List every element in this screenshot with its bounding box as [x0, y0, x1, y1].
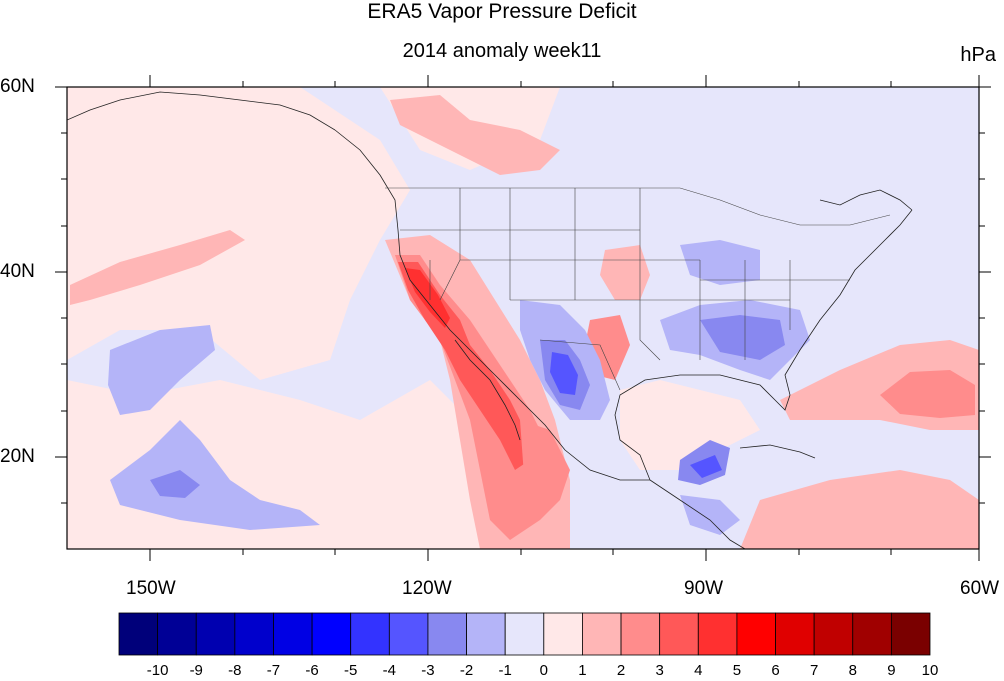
colorbar-label: 5: [732, 662, 742, 679]
coastlines: [67, 91, 913, 549]
colorbar-swatch: [195, 612, 236, 656]
colorbar-swatch: [813, 612, 854, 656]
colorbar-label: 4: [694, 662, 703, 679]
map-plot-area: [67, 87, 979, 549]
colorbar-label: -1: [498, 662, 512, 679]
colorbar-swatch: [736, 612, 776, 656]
anomaly-positive-mexico: [520, 420, 570, 520]
chart-title: ERA5 Vapor Pressure Deficit: [367, 0, 637, 23]
coastline-central-america: [649, 479, 746, 549]
anomaly-positive-california-core: [398, 262, 530, 470]
x-tick-90W: 90W: [684, 578, 724, 599]
anomaly-positive-california-peak: [405, 268, 450, 328]
colorbar-label: -7: [266, 662, 281, 679]
anomaly-negative-southwest-peak: [550, 352, 578, 395]
anomaly-field: [67, 87, 979, 549]
colorbar-label: 2: [616, 662, 626, 679]
colorbar-label: -2: [459, 662, 474, 679]
colorbar-swatch: [620, 612, 661, 656]
colorbar-label: -10: [146, 662, 169, 679]
colorbar-label: 3: [655, 662, 664, 679]
colorbar-label: -8: [228, 662, 242, 679]
coastline-gulf: [614, 209, 913, 481]
y-tick-60N: 60N: [0, 76, 35, 97]
axis-ticks: [55, 75, 991, 561]
anomaly-positive-pacific: [67, 87, 410, 380]
colorbar-label: -4: [382, 662, 396, 679]
units-label: hPa: [960, 44, 996, 66]
x-tick-60W: 60W: [960, 578, 1000, 599]
colorbar-swatch: [466, 612, 506, 656]
coastline-cuba: [739, 444, 816, 459]
anomaly-positive-plains: [600, 245, 650, 300]
colorbar-label: 6: [771, 662, 780, 679]
colorbar-swatch: [543, 612, 583, 656]
coastline-alaska: [67, 91, 336, 131]
x-tick-120W: 120W: [402, 578, 452, 599]
colorbar-label: 9: [887, 662, 896, 679]
colorbar-swatch: [273, 612, 313, 656]
colorbar-label: 1: [578, 662, 587, 679]
colorbar: [118, 612, 931, 656]
colorbar-swatch: [890, 612, 931, 656]
colorbar-label: -9: [189, 662, 203, 679]
anomaly-positive-atlantic-core: [880, 370, 975, 418]
colorbar-swatch: [118, 612, 159, 656]
colorbar-label: 0: [539, 662, 548, 679]
colorbar-label: -5: [344, 662, 358, 679]
colorbar-swatch: [427, 612, 467, 656]
anomaly-negative-southeast-core: [700, 315, 785, 360]
colorbar-swatch: [504, 612, 545, 656]
colorbar-swatch: [234, 612, 274, 656]
colorbar-swatch: [659, 612, 699, 656]
colorbar-swatch: [582, 612, 622, 656]
colorbar-label: -3: [421, 662, 435, 679]
colorbar-swatch: [697, 612, 738, 656]
anomaly-positive-north-coast: [390, 95, 560, 175]
colorbar-label: -6: [305, 662, 319, 679]
colorbar-label: 8: [848, 662, 857, 679]
coastline-baja: [454, 339, 521, 441]
colorbar-label: 7: [809, 662, 819, 679]
colorbar-swatch: [350, 612, 390, 656]
colorbar-label: 10: [921, 662, 939, 679]
anomaly-negative-pacific-south-core: [150, 470, 200, 498]
anomaly-negative-pacific-south: [110, 420, 320, 530]
coastline-west-na: [334, 129, 650, 481]
anomaly-positive-caribbean: [740, 470, 979, 549]
colorbar-swatch: [157, 612, 197, 656]
y-tick-40N: 40N: [0, 261, 35, 282]
anomaly-negative-pacific-mid: [130, 350, 180, 378]
anomaly-positive-mid-pacific: [70, 230, 245, 305]
colorbar-swatch: [775, 612, 815, 656]
chart-subtitle: 2014 anomaly week11: [402, 40, 602, 62]
anomaly-negative-caribbean-core: [690, 455, 722, 478]
colorbar-swatch: [388, 612, 429, 656]
colorbar-swatch: [311, 612, 352, 656]
x-tick-150W: 150W: [126, 578, 176, 599]
colorbar-swatch: [852, 612, 892, 656]
y-tick-20N: 20N: [0, 446, 35, 467]
anomaly-negative-central-america: [680, 495, 740, 535]
state-borders: [385, 187, 891, 391]
coastline-northeast: [819, 189, 913, 211]
